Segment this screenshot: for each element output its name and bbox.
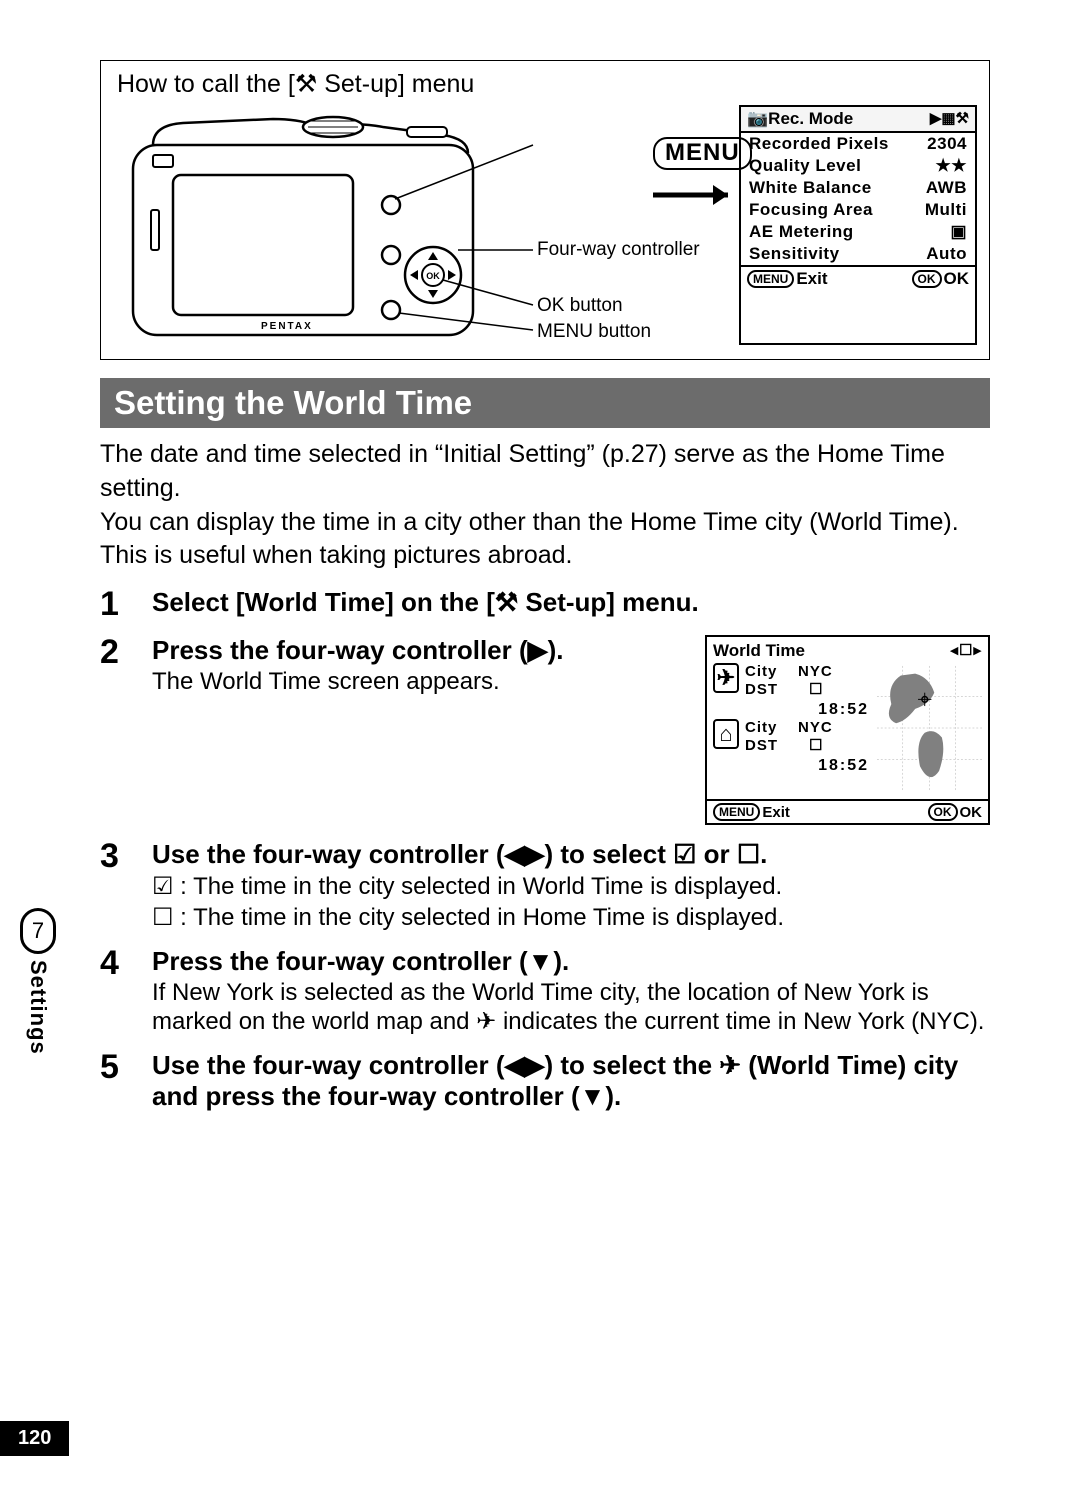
step-subtext: If New York is selected as the World Tim… [152, 979, 990, 1036]
step-heading: Use the four-way controller (◀▶) to sele… [152, 1050, 990, 1112]
wt-home-time: 18:52 [713, 757, 873, 775]
world-time-screen: World Time ◂☐▸ ✈ City NYC DST ☐ [705, 635, 990, 825]
step-subtext: ☐ : The time in the city selected in Hom… [152, 903, 990, 932]
step-4: 4 Press the four-way controller (▼). If … [100, 946, 990, 1036]
recmode-foot-left: Exit [796, 269, 827, 288]
side-tab: 7 Settings [20, 908, 56, 1055]
recmode-footer: MENUExit OKOK [741, 265, 975, 291]
svg-text:OK: OK [426, 271, 440, 281]
wt-title-row: World Time ◂☐▸ [707, 637, 988, 661]
menu-pill: MENU [713, 803, 760, 821]
step-3: 3 Use the four-way controller (◀▶) to se… [100, 839, 990, 932]
step-number: 3 [100, 839, 130, 873]
recmode-title-text: Rec. Mode [768, 109, 853, 128]
recmode-row: Quality Level★★ [741, 155, 975, 177]
step-1: 1 Select [World Time] on the [⚒ Set-up] … [100, 587, 990, 621]
step-2: 2 World Time ◂☐▸ ✈ City NYC [100, 635, 990, 825]
section-heading: Setting the World Time [100, 378, 990, 428]
recmode-row: White BalanceAWB [741, 177, 975, 199]
ok-pill: OK [928, 803, 958, 821]
ok-pill: OK [912, 270, 942, 288]
recmode-row: SensitivityAuto [741, 243, 975, 265]
wt-home-block: ⌂ City NYC DST ☐ [713, 719, 873, 755]
tool-icon: ⚒ [495, 587, 518, 617]
step-number: 2 [100, 635, 130, 669]
recmode-row: Focusing AreaMulti [741, 199, 975, 221]
step-number: 1 [100, 587, 130, 621]
callout-menu: MENU button [537, 321, 651, 343]
recmode-row: Recorded Pixels2304 [741, 133, 975, 155]
chapter-label: Settings [25, 960, 51, 1055]
tool-icon: ⚒ [295, 70, 317, 98]
recmode-rows: Recorded Pixels2304 Quality Level★★ Whit… [741, 133, 975, 265]
plane-icon: ✈ [713, 663, 739, 693]
recmode-title: 📷Rec. Mode ▶▦⚒ [741, 107, 975, 133]
recmode-screen: 📷Rec. Mode ▶▦⚒ Recorded Pixels2304 Quali… [739, 105, 977, 345]
setup-menu-box: How to call the [⚒ Set-up] menu [100, 60, 990, 360]
step-heading: Use the four-way controller (◀▶) to sele… [152, 839, 990, 870]
unchecked-icon: ☐ [152, 904, 174, 931]
chapter-number: 7 [20, 908, 56, 954]
wt-map [877, 663, 982, 797]
wt-plane-time: 18:52 [713, 701, 873, 719]
svg-text:PENTAX: PENTAX [261, 321, 313, 332]
menu-badge: MENU [653, 137, 752, 170]
recmode-row: AE Metering▣ [741, 221, 975, 243]
wt-toggle: ◂☐▸ [950, 641, 982, 659]
title-prefix: How to call the [ [117, 70, 295, 98]
intro-paragraph: The date and time selected in “Initial S… [100, 438, 990, 573]
home-icon: ⌂ [713, 719, 739, 749]
step-subtext: ☑ : The time in the city selected in Wor… [152, 872, 990, 901]
recmode-title-icon: 📷 [747, 109, 768, 128]
camera-svg: OK PENTAX [113, 105, 733, 345]
step-5: 5 Use the four-way controller (◀▶) to se… [100, 1050, 990, 1112]
setup-menu-content: OK PENTAX MENU Four-way controller O [113, 105, 977, 345]
step-number: 4 [100, 946, 130, 980]
camera-illustration: OK PENTAX MENU Four-way controller O [113, 105, 733, 345]
step-number: 5 [100, 1050, 130, 1084]
recmode-title-icons: ▶▦⚒ [930, 109, 969, 129]
page-number: 120 [0, 1421, 69, 1456]
wt-plane-block: ✈ City NYC DST ☐ [713, 663, 873, 699]
wt-footer: MENUExit OKOK [707, 799, 988, 823]
callout-fourway: Four-way controller [537, 239, 700, 261]
wt-left: ✈ City NYC DST ☐ 18:52 ⌂ Ci [713, 663, 873, 797]
steps: 1 Select [World Time] on the [⚒ Set-up] … [100, 587, 990, 1112]
setup-menu-title: How to call the [⚒ Set-up] menu [117, 69, 977, 99]
wt-body: ✈ City NYC DST ☐ 18:52 ⌂ Ci [707, 661, 988, 799]
title-suffix: Set-up] menu [317, 70, 474, 98]
menu-pill: MENU [747, 270, 794, 288]
callout-ok: OK button [537, 295, 623, 317]
recmode-foot-right: OK [944, 269, 970, 288]
checked-icon: ☑ [152, 873, 174, 900]
step-heading: Select [World Time] on the [⚒ Set-up] me… [152, 587, 990, 618]
wt-title: World Time [713, 641, 805, 660]
page: How to call the [⚒ Set-up] menu [0, 0, 1080, 1486]
step-heading: Press the four-way controller (▼). [152, 946, 990, 977]
